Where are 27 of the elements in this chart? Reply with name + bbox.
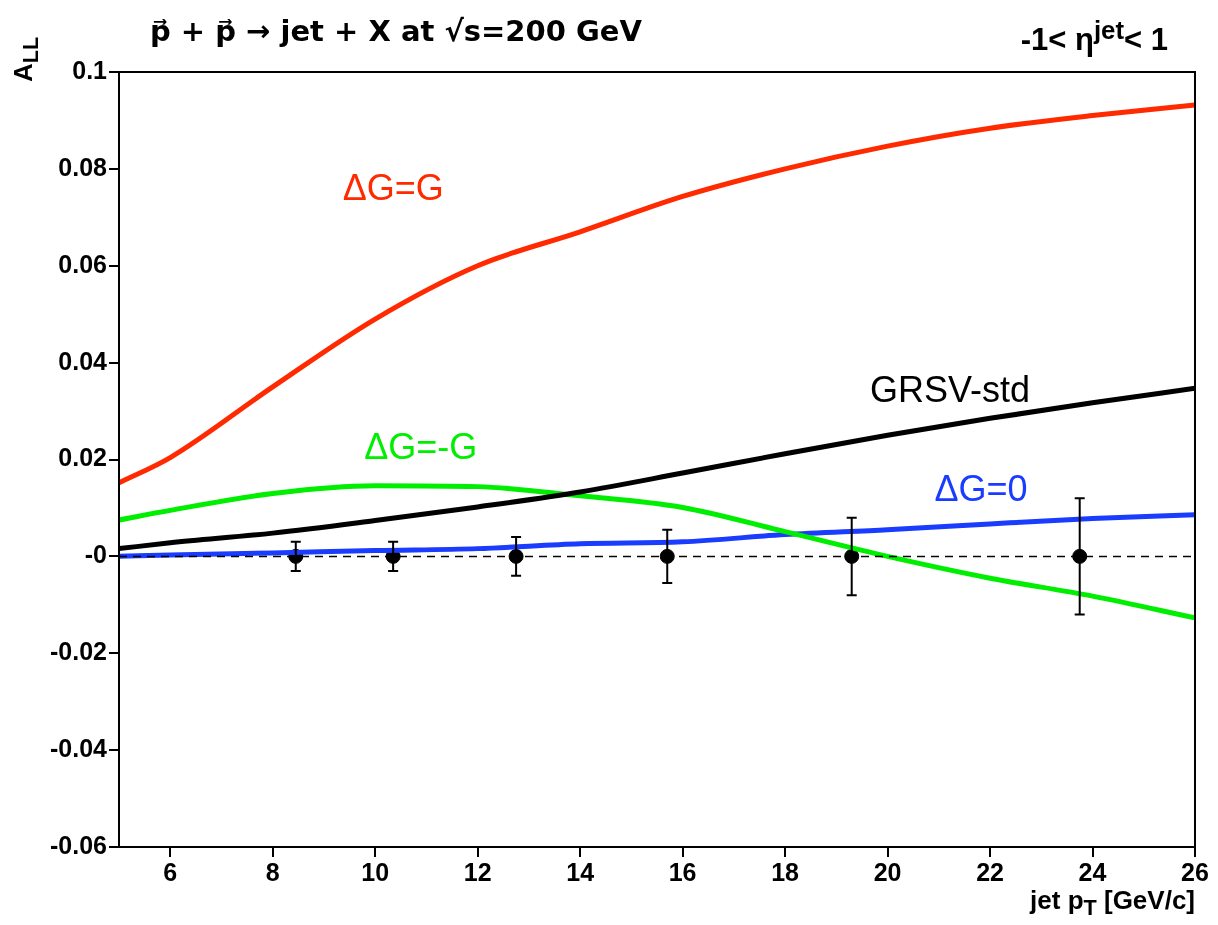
chart-title: p⃗ + p⃗ → jet + X at √s=200 GeV (150, 14, 642, 48)
series-label: GRSV-std (869, 368, 1030, 410)
x-axis-title: jet p$_{T}$ [GeV/c] (1030, 885, 1195, 923)
y-tick-label: 0.04 (58, 346, 108, 375)
x-tick-label: 24 (1078, 857, 1107, 886)
y-tick-label: -0.06 (50, 830, 107, 859)
x-tick-label: 22 (976, 857, 1004, 886)
y-tick-label: -0.04 (50, 734, 108, 763)
text: -1< η$^{jet}$< 1 (1020, 16, 1168, 59)
y-tick-label: 0.02 (58, 443, 107, 472)
x-tick-label: 10 (361, 857, 390, 886)
x-tick-label: 26 (1181, 857, 1209, 886)
x-tick-label: 14 (566, 857, 595, 886)
y-tick-label: 0.1 (72, 55, 108, 84)
x-tick-label: 6 (163, 857, 178, 886)
series-label: ΔG=-G (364, 425, 478, 467)
x-tick-label: 16 (668, 857, 697, 886)
x-tick-label: 12 (463, 857, 492, 886)
x-tick-label: 8 (265, 857, 280, 886)
y-tick-label: -0 (84, 540, 107, 569)
series-label: ΔG=0 (934, 467, 1028, 509)
y-tick-label: -0.02 (50, 637, 107, 666)
x-tick-label: 18 (771, 857, 800, 886)
x-tick-label: 20 (873, 857, 902, 886)
y-tick-label: 0.06 (58, 249, 107, 278)
y-tick-label: 0.08 (58, 152, 108, 181)
series-label: ΔG=G (342, 167, 444, 209)
